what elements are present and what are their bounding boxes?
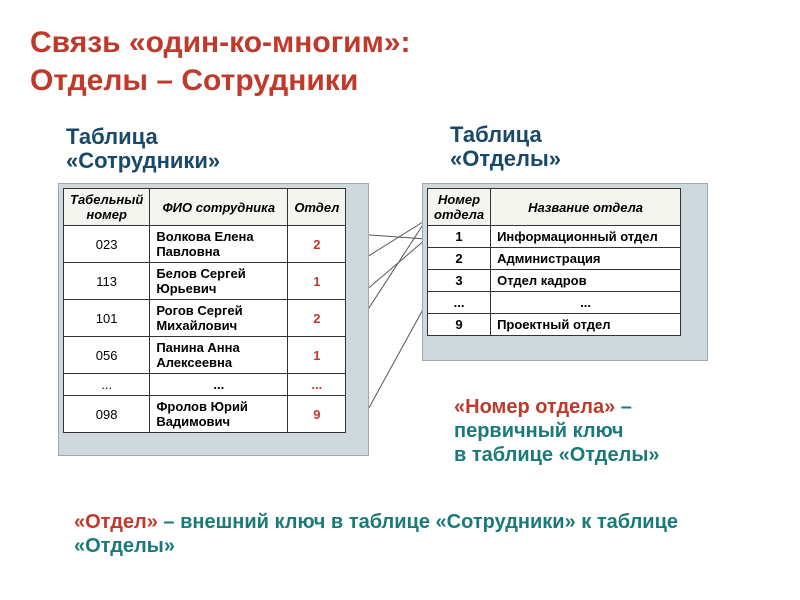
col-header: Номер отдела xyxy=(428,189,491,226)
table-cell: ... xyxy=(288,374,346,396)
departments-table-wrap: Номер отдела Название отдела 1Информацио… xyxy=(422,183,708,361)
table-row: 3Отдел кадров xyxy=(428,270,681,292)
table-cell: 1 xyxy=(288,337,346,374)
table-cell: 9 xyxy=(428,314,491,336)
table-row: 2Администрация xyxy=(428,248,681,270)
table-cell: Информационный отдел xyxy=(491,226,681,248)
table-cell: ... xyxy=(428,292,491,314)
table-cell: Отдел кадров xyxy=(491,270,681,292)
foreign-key-note: «Отдел» – внешний ключ в таблице «Сотруд… xyxy=(74,510,734,558)
col-header: ФИО сотрудника xyxy=(150,189,288,226)
note-highlight: «Номер отдела» xyxy=(454,396,615,418)
col-header: Название отдела xyxy=(491,189,681,226)
col-header: Табельный номер xyxy=(64,189,150,226)
table-header-row: Табельный номер ФИО сотрудника Отдел xyxy=(64,189,346,226)
table-cell: 1 xyxy=(288,263,346,300)
departments-table: Номер отдела Название отдела 1Информацио… xyxy=(427,188,681,336)
table-cell: 3 xyxy=(428,270,491,292)
table-cell: Белов Сергей Юрьевич xyxy=(150,263,288,300)
table-cell: ... xyxy=(64,374,150,396)
employees-table-wrap: Табельный номер ФИО сотрудника Отдел 023… xyxy=(58,183,369,456)
table-cell: 056 xyxy=(64,337,150,374)
table-cell: ... xyxy=(150,374,288,396)
table-cell: Проектный отдел xyxy=(491,314,681,336)
table-row: ...... xyxy=(428,292,681,314)
title-line-1: Связь «один-ко-многим»: xyxy=(30,26,411,59)
table-cell: 1 xyxy=(428,226,491,248)
departments-tbody: 1Информационный отдел2Администрация3Отде… xyxy=(428,226,681,336)
table-row: 101Рогов Сергей Михайлович2 xyxy=(64,300,346,337)
table-cell: Рогов Сергей Михайлович xyxy=(150,300,288,337)
table-cell: 9 xyxy=(288,396,346,433)
table-cell: 023 xyxy=(64,226,150,263)
employees-table: Табельный номер ФИО сотрудника Отдел 023… xyxy=(63,188,346,433)
table-cell: ... xyxy=(491,292,681,314)
table-row: ......... xyxy=(64,374,346,396)
table-cell: Волкова Елена Павловна xyxy=(150,226,288,263)
table-cell: 098 xyxy=(64,396,150,433)
departments-heading: Таблица «Отделы» xyxy=(450,123,561,171)
table-cell: Фролов Юрий Вадимович xyxy=(150,396,288,433)
table-row: 113Белов Сергей Юрьевич1 xyxy=(64,263,346,300)
primary-key-note: «Номер отдела» – первичный ключ в таблиц… xyxy=(454,395,734,467)
note-highlight: «Отдел» xyxy=(74,511,158,533)
table-row: 1Информационный отдел xyxy=(428,226,681,248)
table-cell: 113 xyxy=(64,263,150,300)
table-row: 056Панина Анна Алексеевна1 xyxy=(64,337,346,374)
table-row: 098Фролов Юрий Вадимович9 xyxy=(64,396,346,433)
slide-title: Связь «один-ко-многим»: Отделы – Сотрудн… xyxy=(30,24,411,99)
table-cell: Администрация xyxy=(491,248,681,270)
table-cell: 2 xyxy=(288,226,346,263)
title-line-2: Отделы – Сотрудники xyxy=(30,64,358,97)
table-cell: Панина Анна Алексеевна xyxy=(150,337,288,374)
col-header: Отдел xyxy=(288,189,346,226)
table-cell: 2 xyxy=(288,300,346,337)
employees-tbody: 023Волкова Елена Павловна2113Белов Серге… xyxy=(64,226,346,433)
employees-heading: Таблица «Сотрудники» xyxy=(66,125,220,173)
table-row: 9Проектный отдел xyxy=(428,314,681,336)
table-row: 023Волкова Елена Павловна2 xyxy=(64,226,346,263)
table-cell: 101 xyxy=(64,300,150,337)
table-header-row: Номер отдела Название отдела xyxy=(428,189,681,226)
table-cell: 2 xyxy=(428,248,491,270)
